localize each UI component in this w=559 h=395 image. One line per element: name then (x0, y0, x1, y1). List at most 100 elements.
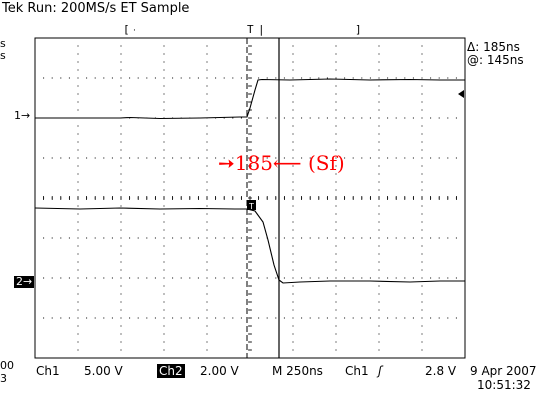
graticule-dot (309, 237, 311, 239)
graticule-dot (129, 317, 131, 319)
graticule-dot (378, 277, 380, 279)
graticule-dot (120, 333, 122, 335)
graticule-dot (292, 245, 294, 247)
graticule-dot (206, 349, 208, 351)
timebase-readout[interactable]: M 250ns (272, 364, 323, 378)
graticule-dot (335, 189, 337, 191)
graticule-dot (137, 277, 139, 279)
graticule-dot (163, 125, 165, 127)
graticule-dot (77, 349, 79, 351)
trigger-source-label[interactable]: Ch1 (345, 364, 369, 378)
graticule-dot (120, 165, 122, 167)
graticule-dot (120, 293, 122, 295)
graticule-dot (266, 157, 268, 159)
graticule-dot (51, 77, 53, 79)
graticule-dot (206, 181, 208, 183)
graticule-dot (378, 349, 380, 351)
graticule-dot (206, 269, 208, 271)
graticule-dot (283, 117, 285, 119)
ch2-ground-marker[interactable]: 2→ (14, 275, 35, 288)
graticule-dot (189, 317, 191, 319)
cursor-position-readout: @: 145ns (467, 53, 524, 67)
ch2-label[interactable]: Ch2 (157, 364, 185, 378)
graticule-dot (77, 69, 79, 71)
graticule-dot (77, 317, 79, 319)
graticule-dot (172, 237, 174, 239)
ch1-ground-marker[interactable]: 1→ (14, 109, 31, 122)
graticule-dot (344, 77, 346, 79)
graticule-dot (94, 277, 96, 279)
graticule-dot (421, 181, 423, 183)
graticule-dot (206, 245, 208, 247)
acquisition-status-title: Tek Run: 200MS/s ET Sample (2, 1, 190, 16)
graticule-dot (163, 189, 165, 191)
graticule-dot (421, 141, 423, 143)
graticule-dot (86, 237, 88, 239)
graticule-dot (206, 301, 208, 303)
graticule-dot (206, 333, 208, 335)
ch1-label[interactable]: Ch1 (36, 364, 60, 378)
graticule-dot (206, 77, 208, 79)
graticule-dot (240, 117, 242, 119)
graticule-dot (120, 93, 122, 95)
trigger-level-readout[interactable]: 2.8 V (425, 364, 457, 378)
graticule-dot (378, 45, 380, 47)
graticule-dot (258, 277, 260, 279)
graticule-dot (335, 245, 337, 247)
graticule-dot (77, 61, 79, 63)
graticule-dot (378, 317, 380, 319)
graticule-dot (455, 277, 457, 279)
graticule-dot (369, 317, 371, 319)
graticule-dot (240, 237, 242, 239)
graticule-dot (335, 173, 337, 175)
graticule-dot (129, 277, 131, 279)
graticule-dot (154, 317, 156, 319)
graticule-dot (421, 165, 423, 167)
graticule-dot (352, 317, 354, 319)
ch1-volts-per-div[interactable]: 5.00 V (84, 364, 123, 378)
trigger-slope-icon[interactable]: ʃ (378, 364, 383, 378)
graticule-dot (206, 61, 208, 63)
graticule-dot (335, 101, 337, 103)
graticule-dot (387, 237, 389, 239)
graticule-dot (240, 157, 242, 159)
graticule-dot (94, 77, 96, 79)
graticule-dot (292, 237, 294, 239)
graticule-dot (77, 181, 79, 183)
graticule-dot (301, 117, 303, 119)
graticule-dot (335, 61, 337, 63)
graticule-dot (335, 277, 337, 279)
graticule-dot (335, 253, 337, 255)
graticule-dot (189, 277, 191, 279)
graticule-dot (206, 325, 208, 327)
ch2-trace (34, 207, 465, 284)
graticule-dot (163, 285, 165, 287)
graticule-dot (206, 253, 208, 255)
graticule-dot (206, 93, 208, 95)
graticule-dot (120, 141, 122, 143)
horizontal-position-bracket-left: [ (123, 23, 130, 36)
graticule-dot (77, 141, 79, 143)
graticule-dot (146, 237, 148, 239)
graticule-dot (378, 61, 380, 63)
graticule-dot (387, 277, 389, 279)
graticule-dot (266, 77, 268, 79)
graticule-dot (197, 157, 199, 159)
graticule-dot (51, 277, 53, 279)
ch2-volts-per-div[interactable]: 2.00 V (200, 364, 239, 378)
graticule-dot (86, 157, 88, 159)
graticule-dot (326, 237, 328, 239)
graticule-dot (455, 157, 457, 159)
graticule-dot (68, 317, 70, 319)
graticule-dot (335, 221, 337, 223)
graticule-dot (301, 237, 303, 239)
graticule-dot (378, 133, 380, 135)
graticule-dot (421, 117, 423, 119)
graticule-dot (206, 173, 208, 175)
graticule-dot (51, 317, 53, 319)
graticule-dot (120, 133, 122, 135)
graticule-dot (232, 317, 234, 319)
graticule-dot (378, 229, 380, 231)
graticule-dot (421, 205, 423, 207)
graticule-dot (223, 277, 225, 279)
